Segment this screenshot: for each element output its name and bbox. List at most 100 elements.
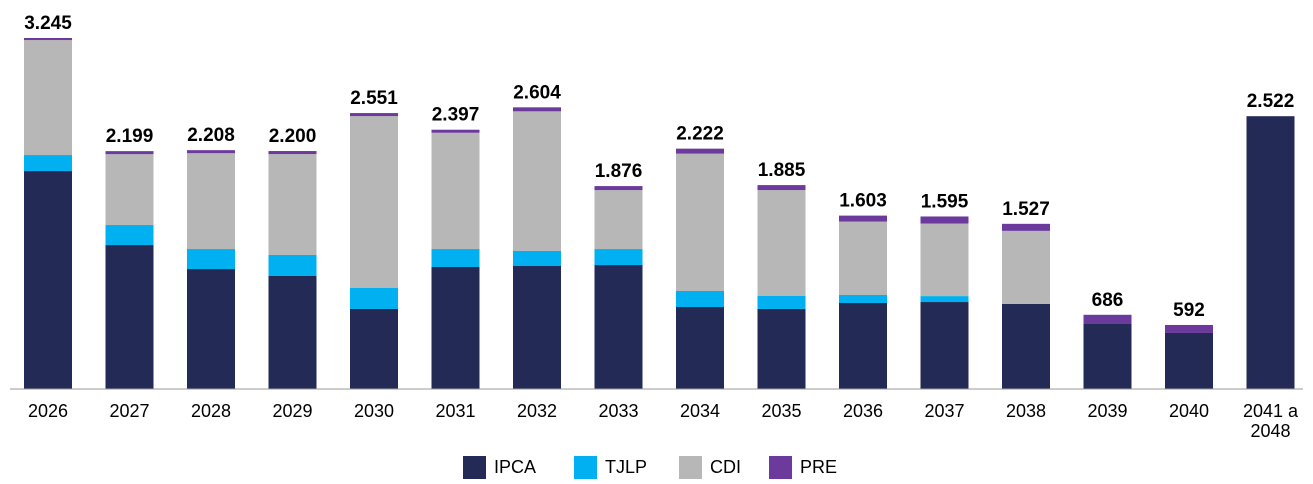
- x-tick-label: 2033: [598, 401, 639, 421]
- bar-segment: [839, 303, 887, 389]
- bar-segment: [24, 38, 72, 41]
- bar-segment: [187, 153, 235, 250]
- legend-label: PRE: [800, 457, 838, 477]
- total-label: 1.885: [758, 160, 806, 181]
- bar-segment: [920, 216, 969, 224]
- x-tick-label: 2030: [353, 401, 395, 421]
- total-label: 592: [1173, 300, 1205, 321]
- bar-segment: [350, 287, 398, 309]
- x-tick-label: 2037: [924, 401, 965, 421]
- bar-segment: [1165, 332, 1213, 389]
- bar-segment: [513, 107, 561, 112]
- bar-segment: [839, 221, 887, 296]
- bar-segment: [513, 266, 561, 389]
- total-label: 2.604: [513, 82, 561, 103]
- x-tick-label: 2041 a 2048: [1242, 401, 1299, 441]
- bar-segment: [594, 265, 643, 389]
- total-label: 1.603: [839, 191, 887, 212]
- bar-segment: [187, 269, 235, 389]
- legend-label: TJLP: [605, 457, 648, 477]
- bar-segment: [757, 295, 806, 309]
- total-label: 2.208: [187, 125, 235, 146]
- legend-item: IPCA: [463, 456, 536, 479]
- bar-segment: [594, 249, 643, 266]
- x-tick-label: 2028: [190, 401, 232, 421]
- bar-segment: [24, 171, 72, 389]
- total-label: 1.527: [1002, 199, 1050, 220]
- total-label: 2.199: [106, 126, 154, 147]
- bar-segment: [513, 111, 561, 251]
- bar-segment: [350, 308, 398, 389]
- total-label: 1.595: [921, 191, 969, 212]
- bar-segment: [431, 132, 480, 250]
- bar-segment: [350, 113, 398, 117]
- legend-item: TJLP: [574, 456, 647, 479]
- bar-segment: [105, 225, 154, 246]
- bar-segment: [513, 250, 561, 267]
- bar-segment: [24, 40, 72, 156]
- legend-item: PRE: [769, 456, 837, 479]
- bar-segment: [431, 249, 480, 267]
- bar-segment: [594, 190, 643, 250]
- total-label: 686: [1092, 290, 1124, 311]
- bar-segment: [431, 129, 480, 133]
- total-label: 2.200: [269, 126, 317, 147]
- bar-segment: [1002, 303, 1050, 389]
- bar-segment: [757, 185, 806, 191]
- bar-segment: [187, 150, 235, 154]
- bar-segment: [187, 249, 235, 270]
- bar-segment: [268, 275, 317, 389]
- total-label: 2.522: [1247, 91, 1295, 112]
- bar-segment: [920, 302, 969, 389]
- bar-segment: [1083, 323, 1132, 389]
- bar-segment: [350, 116, 398, 288]
- bar-segment: [839, 295, 887, 304]
- x-tick-label: 2039: [1087, 401, 1128, 421]
- total-label: 2.222: [676, 124, 724, 145]
- x-tick-label: 2026: [27, 401, 69, 421]
- legend-label: CDI: [710, 457, 741, 477]
- total-label: 3.245: [24, 13, 72, 34]
- x-tick-label: 2029: [272, 401, 313, 421]
- bar-segment: [268, 254, 317, 276]
- bar-segment: [431, 266, 480, 389]
- bar-segment: [1083, 314, 1132, 324]
- bar-segment: [920, 296, 969, 303]
- legend-swatch: [769, 456, 792, 479]
- bar-segment: [105, 245, 154, 389]
- bar-segment: [1002, 223, 1050, 231]
- bar-segment: [920, 223, 969, 297]
- x-tick-label: 2034: [679, 401, 721, 421]
- bar-segment: [24, 155, 72, 172]
- legend-swatch: [463, 456, 486, 479]
- x-tick-label: 2036: [842, 401, 884, 421]
- x-tick-label: 2035: [761, 401, 802, 421]
- x-tick-label: 2031: [435, 401, 476, 421]
- bar-segment: [676, 307, 724, 389]
- bar-segment: [757, 308, 806, 389]
- legend-label: IPCA: [494, 457, 537, 477]
- bar-segment: [1165, 324, 1213, 333]
- bar-segment: [105, 154, 154, 226]
- bar-segment: [676, 148, 724, 154]
- legend-swatch: [679, 456, 702, 479]
- total-label: 2.551: [350, 88, 398, 109]
- bar-segment: [757, 190, 806, 296]
- x-tick-label: 2038: [1005, 401, 1047, 421]
- bar-segment: [676, 291, 724, 308]
- bar-segment: [1002, 230, 1050, 304]
- x-tick-label: 2027: [109, 401, 150, 421]
- bar-segment: [839, 215, 887, 222]
- bar-segment: [594, 186, 643, 191]
- legend-item: CDI: [679, 456, 741, 479]
- bar-segment: [1246, 116, 1295, 389]
- total-label: 2.397: [432, 105, 480, 126]
- bar-segment: [268, 154, 317, 255]
- bar-segment: [268, 151, 317, 155]
- total-label: 1.876: [595, 161, 643, 182]
- legend-swatch: [574, 456, 597, 479]
- bar-segment: [676, 153, 724, 292]
- bar-segment: [105, 151, 154, 155]
